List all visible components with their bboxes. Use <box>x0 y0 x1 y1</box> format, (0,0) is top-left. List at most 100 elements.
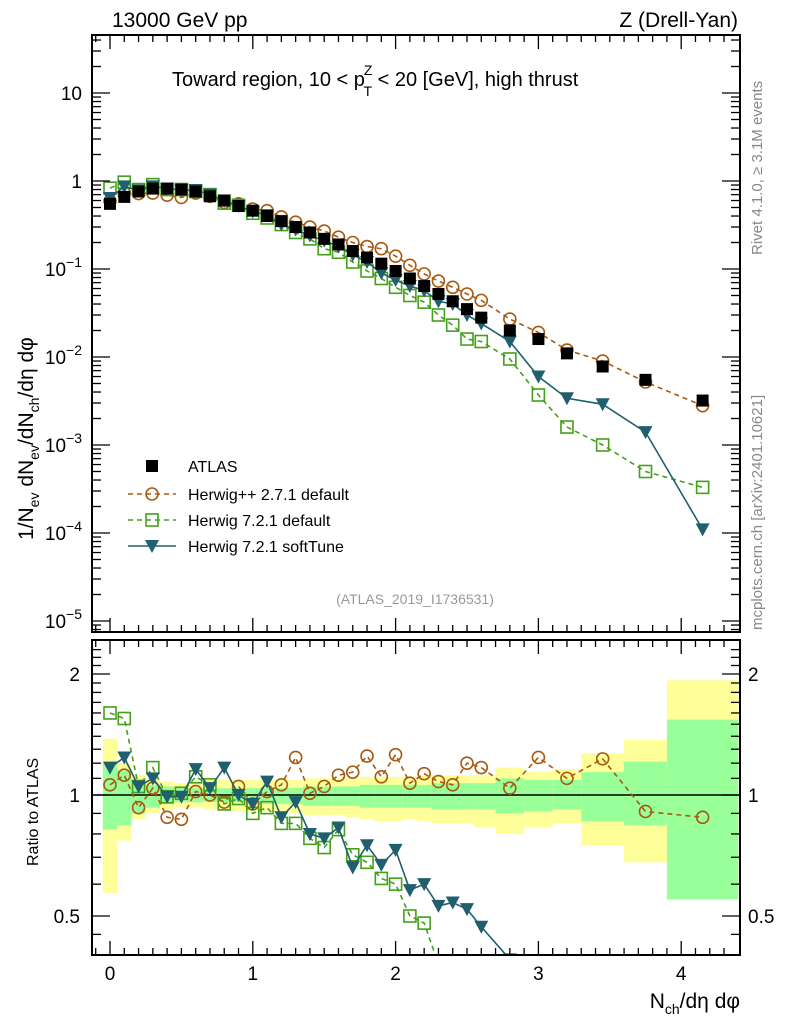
data-point-softtune <box>695 523 710 537</box>
ratio-band-inner <box>359 784 375 808</box>
data-point-atlas <box>446 295 459 308</box>
header-left: 13000 GeV pp <box>112 9 247 32</box>
ratio-band-inner <box>474 783 496 810</box>
data-point-atlas <box>261 210 274 223</box>
data-point-herwigpp <box>388 249 403 263</box>
data-point-atlas <box>161 182 174 195</box>
x-axis-label: Nch/dη dφ <box>650 990 740 1017</box>
ratio-point-softtune <box>474 920 489 934</box>
ratio-point-softtune <box>131 780 146 794</box>
data-point-atlas <box>403 272 416 285</box>
ratio-point-herwigpp <box>103 778 117 792</box>
data-point-herwigpp <box>460 287 474 301</box>
data-point-herwigpp <box>431 274 446 288</box>
ratio-point-softtune <box>317 832 332 846</box>
y-tick-label: 10−1 <box>45 254 82 281</box>
ratio-point-herwig721 <box>403 909 417 923</box>
data-point-atlas <box>639 373 652 386</box>
ratio-band-inner <box>388 784 403 808</box>
ratio-point-herwigpp <box>403 776 417 790</box>
data-point-atlas <box>246 204 259 217</box>
data-point-herwigpp <box>417 267 431 281</box>
data-point-herwig721 <box>595 438 610 452</box>
data-point-softtune <box>531 370 546 384</box>
data-point-herwigpp <box>403 258 417 273</box>
ratio-point-herwig721 <box>432 958 444 970</box>
data-point-herwig721 <box>445 318 460 332</box>
data-point-atlas <box>346 245 359 258</box>
ratio-point-herwig721 <box>475 999 487 1011</box>
plot-title: Toward region, 10 < pZ T < 20 [GeV], high… <box>172 62 579 99</box>
ratio-point-softtune <box>245 797 260 811</box>
y-tick-label: 10 <box>61 84 82 105</box>
ratio-uncertainty-bands <box>102 680 739 900</box>
ratio-point-softtune <box>402 884 417 898</box>
data-point-atlas <box>432 287 445 300</box>
ratio-point-softtune <box>188 763 203 777</box>
legend-marker-atlas <box>146 460 158 472</box>
data-point-herwig721 <box>460 332 474 346</box>
data-point-atlas <box>132 185 145 198</box>
ratio-point-herwigpp <box>331 768 346 783</box>
data-point-atlas <box>318 232 331 245</box>
data-point-atlas <box>503 324 516 337</box>
data-point-herwig721 <box>503 352 517 366</box>
data-point-atlas <box>203 190 216 203</box>
data-point-softtune <box>595 398 610 412</box>
ratio-y-tick-label-right: 2 <box>748 665 759 686</box>
data-point-softtune <box>374 267 389 281</box>
ratio-point-herwigpp <box>560 771 574 786</box>
data-point-atlas <box>532 333 545 346</box>
ratio-point-herwig721 <box>288 816 303 831</box>
ratio-point-softtune <box>202 782 217 796</box>
data-point-herwig721 <box>474 334 489 349</box>
data-point-atlas <box>418 280 431 293</box>
data-point-softtune <box>117 180 132 194</box>
main-panel-series <box>103 175 710 537</box>
data-point-atlas <box>389 264 402 277</box>
ratio-point-softtune <box>260 775 275 789</box>
ratio-point-herwig721 <box>447 967 459 979</box>
ratio-point-softtune <box>374 858 389 872</box>
mcplots-label: mcplots.cern.ch [arXiv:2401.10621] <box>749 395 766 630</box>
ratio-point-herwigpp <box>388 747 403 762</box>
ratio-point-softtune <box>431 899 446 913</box>
header-right: Z (Drell-Yan) <box>619 9 738 32</box>
ratio-point-herwig721 <box>388 877 403 891</box>
ratio-point-herwig721 <box>360 855 374 870</box>
ratio-point-softtune <box>231 789 246 802</box>
ratio-point-herwigpp <box>374 769 389 784</box>
data-point-atlas <box>475 311 488 324</box>
ratio-band-inner <box>131 779 146 814</box>
legend-label-atlas: ATLAS <box>188 459 238 476</box>
ratio-band-inner <box>145 784 160 808</box>
ratio-point-herwigpp <box>303 786 317 801</box>
ratio-point-herwigpp <box>160 810 174 825</box>
data-point-herwig721 <box>431 308 446 322</box>
ratio-point-herwigpp <box>503 781 517 795</box>
analysis-watermark: (ATLAS_2019_I1736531) <box>336 591 494 607</box>
legend: ATLAS Herwig++ 2.7.1 default Herwig 7.2.1 … <box>128 459 350 556</box>
x-tick-label: 3 <box>533 964 544 985</box>
data-point-softtune <box>559 392 574 406</box>
ratio-point-softtune <box>345 861 360 875</box>
ratio-band-inner <box>581 772 625 822</box>
ratio-y-axis-label: Ratio to ATLAS <box>25 758 42 866</box>
ratio-y-tick-label: 1 <box>69 786 80 807</box>
data-point-softtune <box>502 335 517 349</box>
series-line-herwig721 <box>109 181 703 489</box>
data-point-atlas <box>303 226 316 239</box>
data-point-atlas <box>275 215 288 228</box>
ratio-point-herwigpp <box>360 749 374 763</box>
ratio-band-inner <box>417 784 432 808</box>
axes: 0 1 2 3 4 10 1 10−1 10−2 10−3 10−4 10−5 2 2 1 1 0.5 0.5 <box>45 34 774 985</box>
rivet-label: Rivet 4.1.0, ≥ 3.1M events <box>749 81 766 255</box>
ratio-band-inner <box>666 719 739 900</box>
ratio-band-inner <box>331 786 346 806</box>
ratio-point-herwig721 <box>374 871 389 886</box>
ratio-point-herwigpp <box>131 800 146 815</box>
data-point-atlas <box>560 347 573 360</box>
y-tick-label: 10−3 <box>45 430 82 457</box>
ratio-point-herwig721 <box>461 999 473 1011</box>
